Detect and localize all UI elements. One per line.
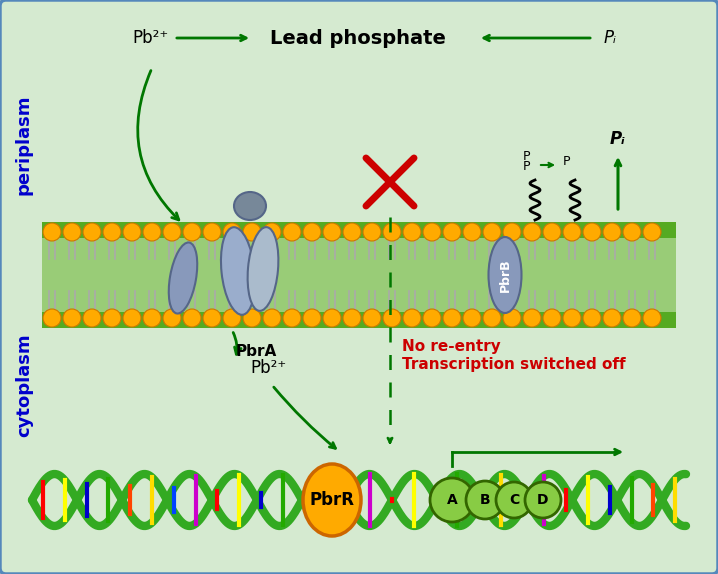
Circle shape (163, 223, 181, 241)
Ellipse shape (248, 227, 279, 311)
Circle shape (563, 309, 581, 327)
Circle shape (143, 309, 161, 327)
Circle shape (525, 482, 561, 518)
Circle shape (430, 478, 474, 522)
Circle shape (63, 309, 81, 327)
Bar (42, 238, 676, 312)
Circle shape (323, 309, 341, 327)
Ellipse shape (234, 192, 266, 220)
Text: No re-entry: No re-entry (402, 339, 500, 354)
Circle shape (423, 223, 441, 241)
Circle shape (183, 309, 201, 327)
Text: A: A (447, 493, 457, 507)
Circle shape (343, 309, 361, 327)
Text: P: P (523, 160, 531, 173)
Circle shape (443, 223, 461, 241)
Text: Lead phosphate: Lead phosphate (270, 29, 446, 48)
Circle shape (543, 223, 561, 241)
Circle shape (303, 223, 321, 241)
Circle shape (503, 309, 521, 327)
Circle shape (283, 309, 301, 327)
Circle shape (463, 309, 481, 327)
Circle shape (263, 223, 281, 241)
Ellipse shape (303, 464, 361, 536)
Circle shape (103, 309, 121, 327)
Circle shape (383, 309, 401, 327)
Circle shape (583, 223, 601, 241)
Circle shape (496, 482, 532, 518)
Circle shape (523, 223, 541, 241)
Text: B: B (480, 493, 490, 507)
Text: C: C (509, 493, 519, 507)
Circle shape (363, 223, 381, 241)
Text: P: P (563, 155, 571, 168)
Ellipse shape (488, 237, 521, 313)
Circle shape (563, 223, 581, 241)
Circle shape (483, 309, 501, 327)
Circle shape (43, 223, 61, 241)
Circle shape (466, 481, 504, 519)
Circle shape (223, 309, 241, 327)
Text: PbrB: PbrB (498, 258, 511, 292)
Circle shape (143, 223, 161, 241)
Circle shape (463, 223, 481, 241)
Text: Pb²⁺: Pb²⁺ (250, 359, 286, 377)
Bar (42, 222, 676, 328)
Text: PbrA: PbrA (236, 344, 276, 359)
Circle shape (303, 309, 321, 327)
Circle shape (83, 223, 101, 241)
Circle shape (63, 223, 81, 241)
Circle shape (623, 223, 641, 241)
Text: periplasm: periplasm (15, 95, 33, 195)
Circle shape (503, 223, 521, 241)
Circle shape (163, 309, 181, 327)
Circle shape (243, 309, 261, 327)
Circle shape (263, 309, 281, 327)
Text: cytoplasm: cytoplasm (15, 333, 33, 437)
Circle shape (483, 223, 501, 241)
Circle shape (343, 223, 361, 241)
Text: P: P (523, 150, 531, 163)
Circle shape (323, 223, 341, 241)
Circle shape (623, 309, 641, 327)
Circle shape (543, 309, 561, 327)
Ellipse shape (169, 242, 197, 313)
Text: Transcription switched off: Transcription switched off (402, 358, 625, 373)
Text: Pᵢ: Pᵢ (610, 130, 626, 148)
Circle shape (383, 223, 401, 241)
Circle shape (603, 309, 621, 327)
Circle shape (403, 223, 421, 241)
Circle shape (363, 309, 381, 327)
Circle shape (643, 223, 661, 241)
Circle shape (583, 309, 601, 327)
Text: Pb²⁺: Pb²⁺ (132, 29, 168, 47)
Circle shape (223, 223, 241, 241)
Circle shape (423, 309, 441, 327)
Circle shape (183, 223, 201, 241)
Circle shape (203, 223, 221, 241)
Circle shape (643, 309, 661, 327)
Circle shape (243, 223, 261, 241)
Ellipse shape (221, 227, 255, 315)
Circle shape (283, 223, 301, 241)
Circle shape (443, 309, 461, 327)
Circle shape (523, 309, 541, 327)
Text: D: D (537, 493, 549, 507)
Circle shape (203, 309, 221, 327)
Text: Pᵢ: Pᵢ (604, 29, 617, 47)
Circle shape (603, 223, 621, 241)
Circle shape (123, 309, 141, 327)
Text: PbrR: PbrR (309, 491, 355, 509)
Circle shape (43, 309, 61, 327)
Circle shape (83, 309, 101, 327)
Circle shape (123, 223, 141, 241)
Circle shape (403, 309, 421, 327)
Circle shape (103, 223, 121, 241)
